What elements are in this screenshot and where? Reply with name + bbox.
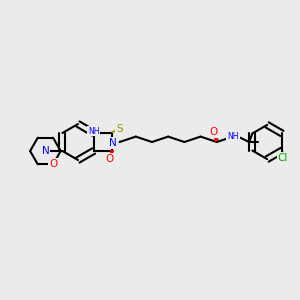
Text: N: N xyxy=(109,138,116,148)
Text: NH: NH xyxy=(227,132,239,141)
Text: O: O xyxy=(106,154,114,164)
Text: O: O xyxy=(49,159,57,169)
Text: O: O xyxy=(210,127,218,137)
Text: Cl: Cl xyxy=(278,152,288,163)
Text: NH: NH xyxy=(88,127,99,136)
Text: N: N xyxy=(41,146,49,156)
Text: S: S xyxy=(116,124,123,134)
